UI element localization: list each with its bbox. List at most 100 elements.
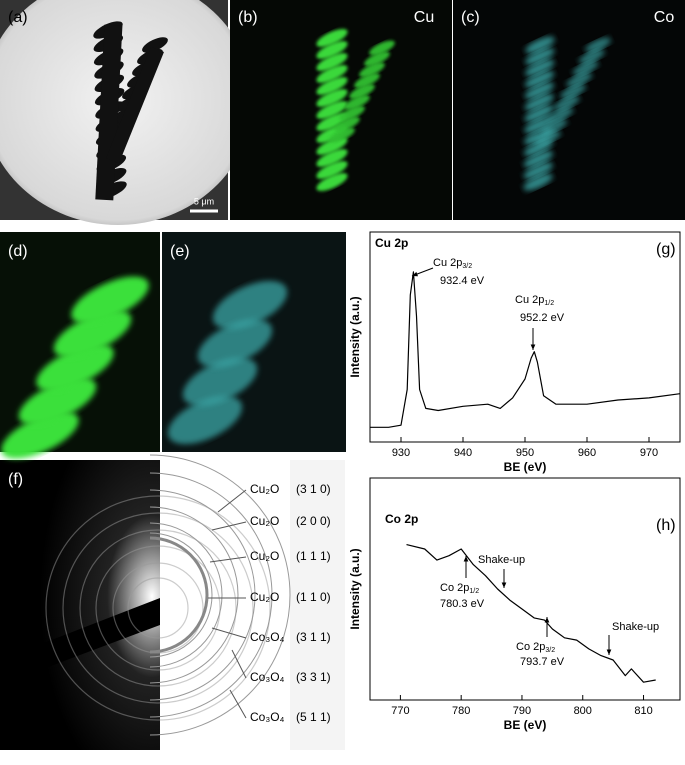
annotation-main: Cu 2p: [433, 257, 462, 269]
x-tick-label: 950: [516, 447, 534, 459]
helix-segment: [525, 48, 555, 65]
helix-segment: [316, 28, 348, 48]
ring-phase: Co₃O₄: [250, 630, 285, 644]
ring-phase: Co₃O₄: [250, 710, 285, 724]
helix-segment: [182, 357, 258, 406]
x-tick-label: 800: [574, 705, 592, 717]
helix-segment: [369, 40, 395, 56]
panel-label: (d): [8, 243, 28, 260]
helix-segment: [359, 62, 385, 78]
helix-segment: [316, 76, 348, 96]
ring-arc: [149, 532, 213, 658]
helix-segment: [334, 116, 360, 132]
ring-arc: [149, 506, 239, 684]
helix-segment: [547, 107, 574, 123]
ring-phase: Cu₂O: [250, 482, 279, 496]
helix-segment: [316, 136, 348, 156]
helix-segment: [53, 310, 132, 358]
annotation-energy: 952.2 eV: [520, 312, 565, 324]
ring-hkl: (3 1 1): [296, 630, 331, 644]
element-label: Cu: [414, 9, 434, 26]
arrow-head: [544, 617, 550, 623]
ring-phase: Co₃O₄: [250, 670, 285, 684]
helix-segment: [566, 72, 593, 88]
helix-segment: [316, 88, 348, 108]
ring-phase: Cu₂O: [250, 549, 279, 563]
helix-segment: [316, 52, 348, 72]
helix-segment: [316, 64, 348, 84]
chart-title: Cu 2p: [375, 236, 408, 250]
spectrum-line: [370, 271, 681, 428]
arrow-head: [501, 582, 507, 588]
artwork: [1, 21, 611, 736]
ring-arc: [149, 489, 256, 701]
helix-core: [106, 46, 164, 164]
ring-pointer: [231, 649, 247, 679]
helix-segment: [316, 100, 348, 120]
ring-pointer: [211, 521, 247, 531]
annotation-main: Co 2p: [516, 641, 545, 653]
diffraction-ring: [95, 545, 221, 671]
helix-segment: [71, 276, 149, 324]
annotation-energy: 793.7 eV: [520, 656, 565, 668]
helix-segment: [560, 84, 586, 99]
helix-segment: [339, 105, 365, 121]
helix-segment: [523, 150, 554, 168]
annotation-label: Co 2p1/2: [440, 582, 479, 595]
panel-label: (g): [656, 241, 676, 258]
ring-hkl: (1 1 1): [296, 549, 331, 563]
helix-segment: [354, 73, 380, 89]
helix-segment: [1, 411, 79, 459]
helix-segment: [524, 93, 554, 111]
element-label: Co: [654, 9, 675, 26]
ring-phase: Cu₂O: [250, 514, 279, 528]
diffraction-ring: [45, 495, 271, 721]
arrow-head: [606, 649, 612, 655]
annotation-main: Cu 2p: [515, 294, 544, 306]
x-axis-label: BE (eV): [504, 460, 547, 474]
helix-segment: [541, 118, 568, 134]
panel-label: (a): [8, 9, 28, 26]
helix-core: [95, 24, 123, 201]
chart-title: Co 2p: [385, 512, 418, 526]
ring-hkl: (1 1 0): [296, 590, 331, 604]
annotation-sub: 1/2: [544, 300, 554, 307]
x-tick-label: 810: [634, 705, 652, 717]
helix-segment: [585, 37, 611, 53]
spectrum-line: [406, 544, 656, 683]
ring-phase: Cu₂O: [250, 590, 279, 604]
helix-segment: [142, 37, 168, 53]
annotation-label: Shake-up: [612, 621, 659, 633]
annotation-main: Shake-up: [612, 621, 659, 633]
panel-label: (f): [8, 471, 23, 488]
x-tick-label: 930: [392, 447, 410, 459]
annotation-main: Shake-up: [478, 554, 525, 566]
ring-label-bg: [290, 460, 345, 750]
helix-segment: [197, 319, 273, 368]
helix-segment: [572, 60, 599, 76]
helix-segment: [524, 116, 554, 134]
beam-stop: [0, 598, 160, 685]
helix-segment: [553, 95, 580, 111]
panel-label: (e): [170, 243, 190, 260]
ring-hkl: (5 1 1): [296, 710, 331, 724]
helix-segment: [535, 130, 561, 146]
helix-segment: [212, 280, 288, 330]
ring-hkl: (3 3 1): [296, 670, 331, 684]
ring-arc: [149, 454, 291, 736]
plot-frame: [369, 477, 681, 701]
x-axis-label: BE (eV): [504, 718, 547, 732]
ring-hkl: (2 0 0): [296, 514, 331, 528]
x-tick-label: 960: [578, 447, 596, 459]
arrow-head: [530, 344, 536, 350]
panel-label: (h): [656, 517, 676, 534]
helix-segment: [524, 105, 554, 122]
helix-segment: [523, 162, 553, 179]
helix-segment: [316, 172, 348, 192]
x-tick-label: 940: [454, 447, 472, 459]
helix-segment: [349, 84, 375, 99]
ring-arc: [149, 472, 273, 718]
annotation-sub: 3/2: [545, 647, 555, 654]
y-axis-label: Intensity (a.u.): [348, 548, 362, 629]
helix-segment: [525, 36, 555, 54]
